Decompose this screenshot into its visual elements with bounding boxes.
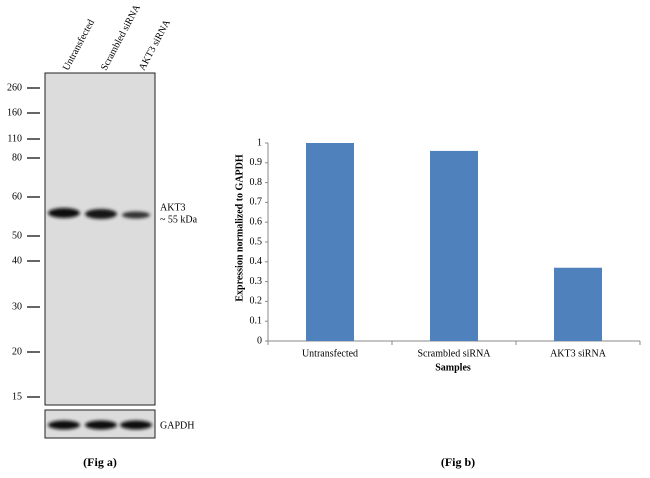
marker-label: 15 <box>12 391 22 402</box>
caption: (Fig a) <box>83 455 117 469</box>
band <box>48 208 80 218</box>
band <box>85 209 117 219</box>
band <box>85 420 117 430</box>
y-tick-label: 0.2 <box>250 296 263 307</box>
y-tick-label: 0.8 <box>250 177 263 188</box>
x-tick-label: AKT3 siRNA <box>550 348 607 359</box>
x-axis-label: Samples <box>435 362 471 373</box>
y-tick-label: 0.1 <box>250 315 263 326</box>
marker-label: 80 <box>12 152 22 163</box>
y-tick-label: 0.7 <box>250 197 263 208</box>
marker-label: 260 <box>7 82 22 93</box>
band <box>120 420 152 430</box>
marker-label: 30 <box>12 301 22 312</box>
caption: (Fig b) <box>441 455 475 469</box>
x-tick-label: Scrambled siRNA <box>417 348 491 359</box>
y-tick-label: 0.6 <box>250 216 263 227</box>
y-axis-label: Expression normalized to GAPDH <box>234 154 245 302</box>
y-tick-label: 0.5 <box>250 236 263 247</box>
marker-label: 110 <box>7 133 22 144</box>
y-tick-label: 0.9 <box>250 157 263 168</box>
bar <box>554 267 602 341</box>
blot-membrane <box>44 72 156 406</box>
marker-label: 20 <box>12 346 22 357</box>
x-tick-label: Untransfected <box>302 348 358 359</box>
y-tick-label: 0 <box>257 335 262 346</box>
loading-label: GAPDH <box>160 420 194 431</box>
marker-label: 60 <box>12 191 22 202</box>
band-size: ~ 55 kDa <box>160 214 198 225</box>
marker-label: 50 <box>12 230 22 241</box>
marker-label: 160 <box>7 107 22 118</box>
y-tick-label: 1 <box>257 137 262 148</box>
band-label: AKT3 <box>160 202 186 213</box>
band <box>122 211 150 219</box>
lane-label: Scrambled siRNA <box>99 2 143 72</box>
band <box>48 420 80 430</box>
lane-label: Untransfected <box>61 18 97 73</box>
marker-label: 40 <box>12 255 22 266</box>
bar <box>306 143 354 341</box>
bar <box>430 150 478 341</box>
y-tick-label: 0.4 <box>250 256 263 267</box>
lane-label: AKT3 siRNA <box>137 17 173 72</box>
y-tick-label: 0.3 <box>250 276 263 287</box>
